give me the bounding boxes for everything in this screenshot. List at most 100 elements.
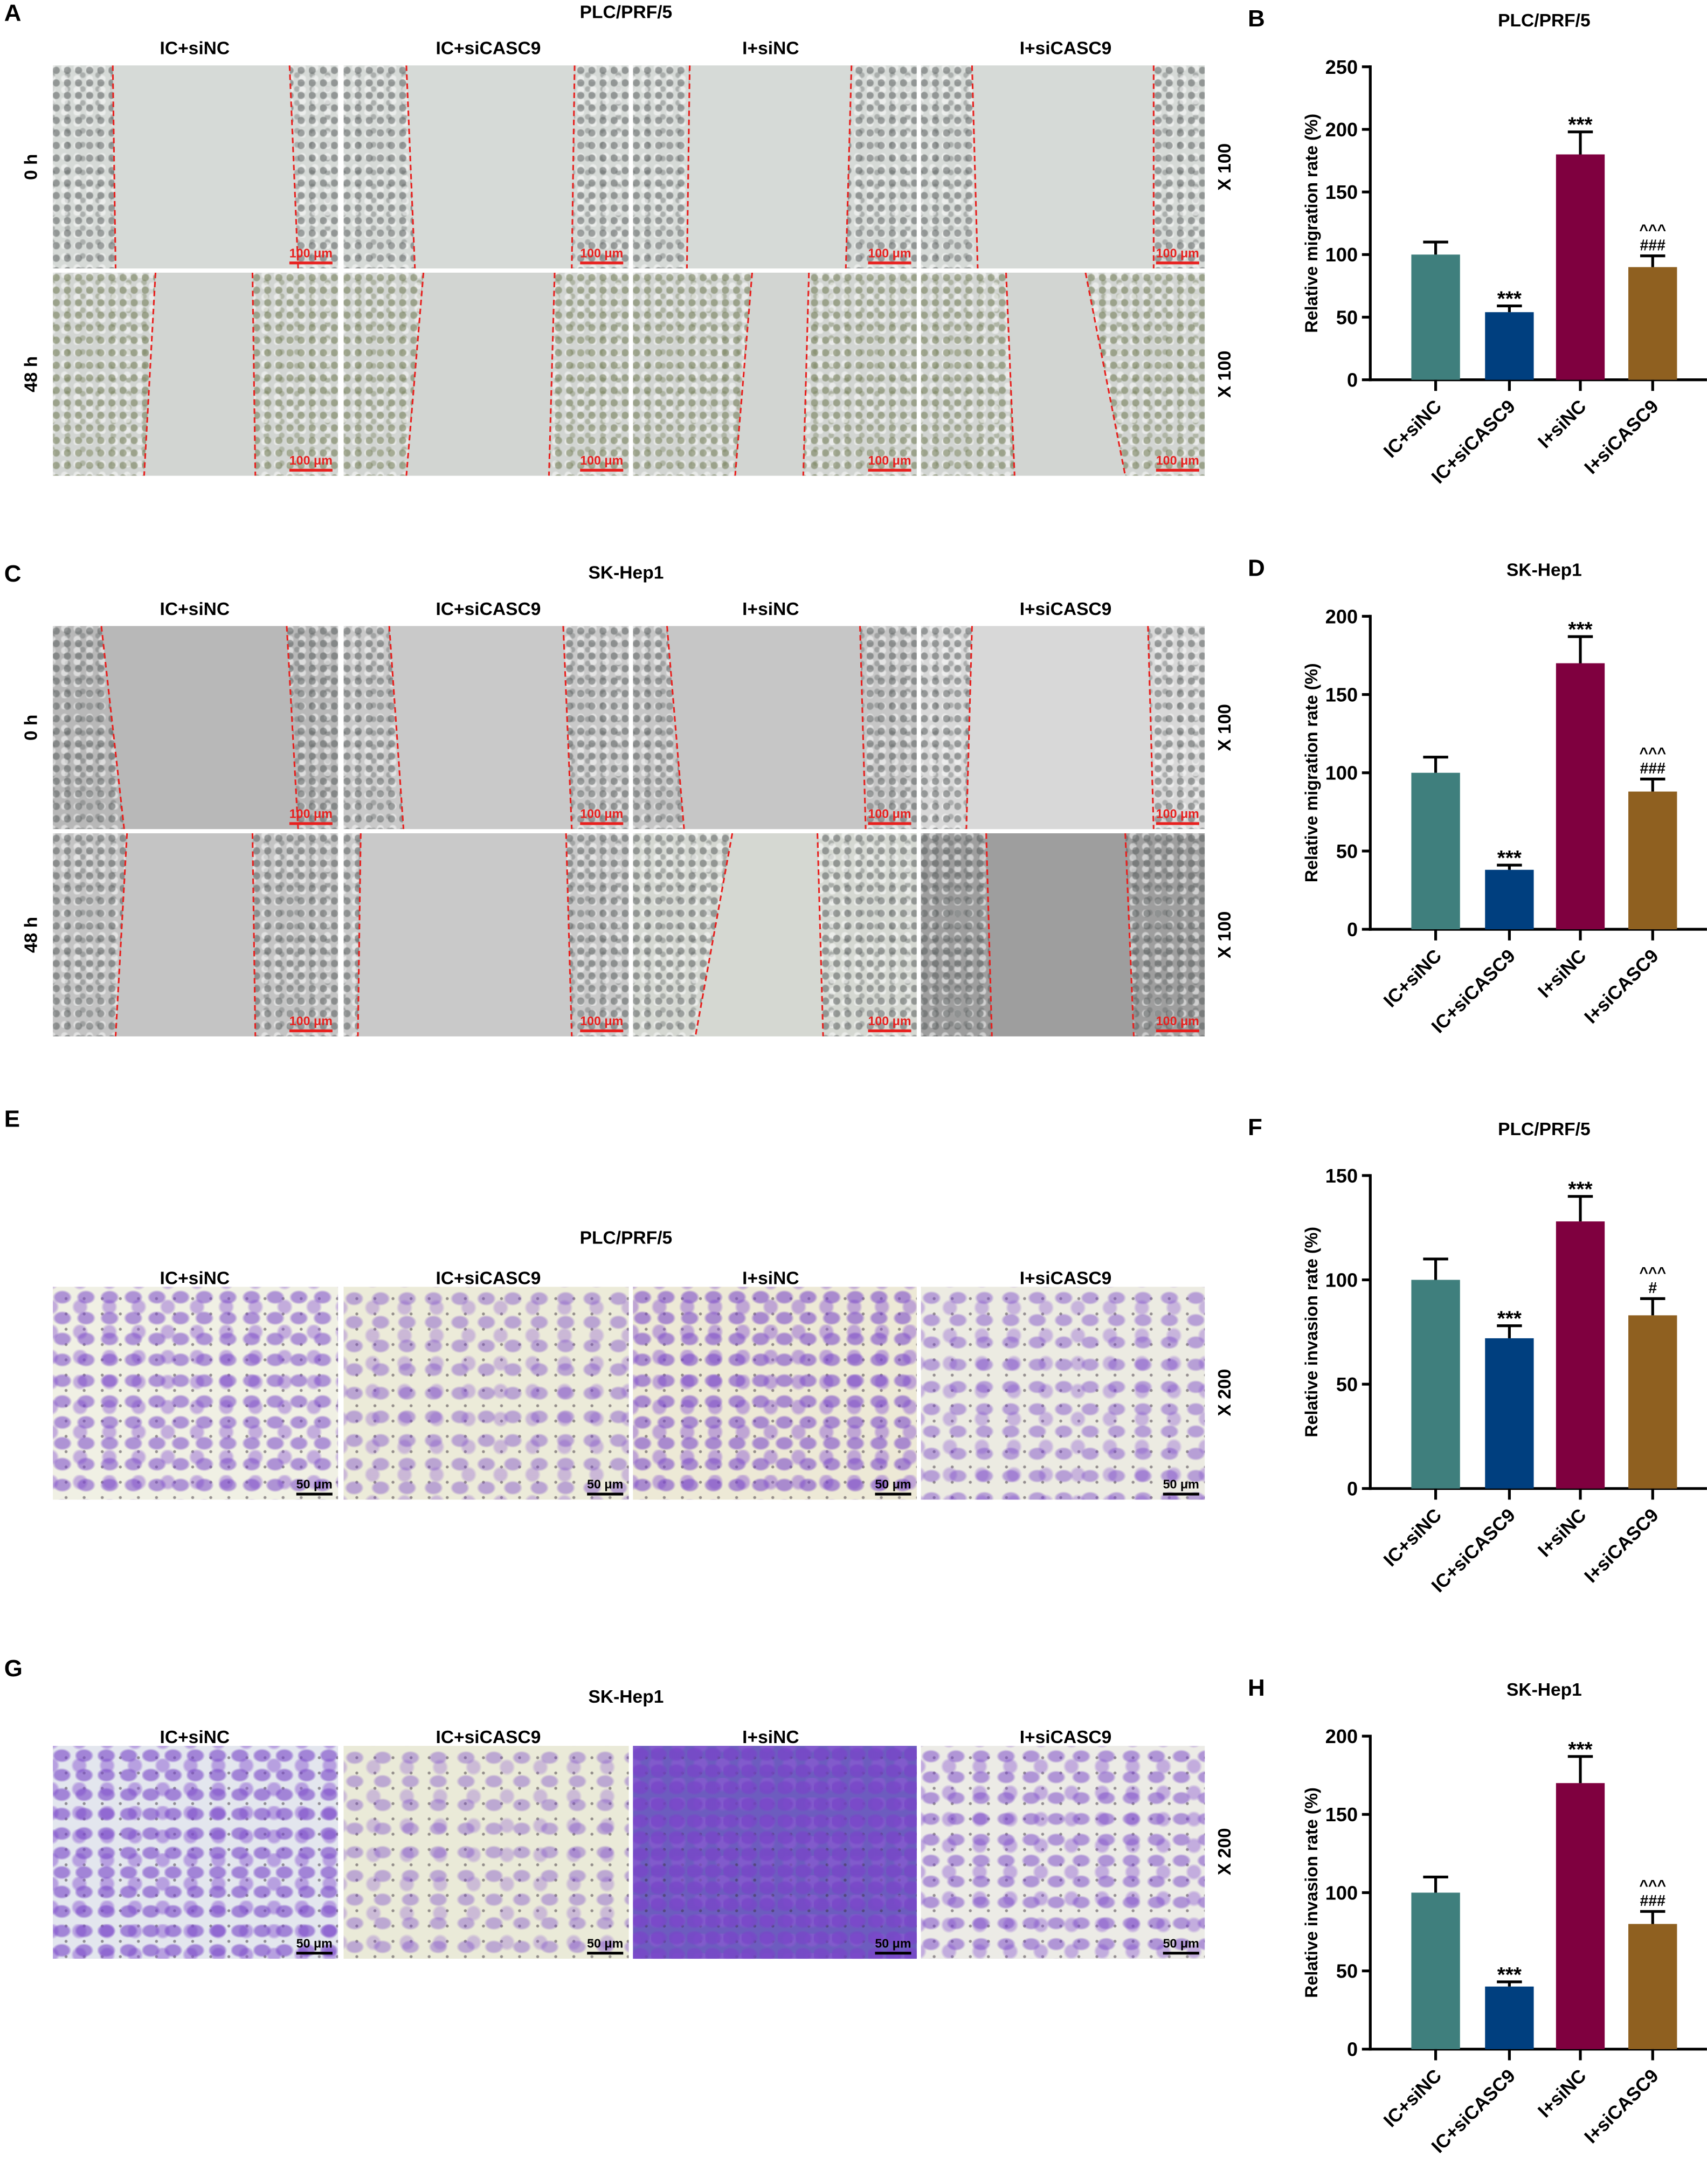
transwell-invasion-image: 50 μm <box>921 1746 1205 1959</box>
scale-bar-line <box>868 261 911 265</box>
cell-layer <box>1125 833 1205 1036</box>
wound-healing-image: 100 μm <box>343 833 629 1036</box>
wound-edge-lines <box>1005 272 1127 476</box>
column-label: IC+siNC <box>160 598 230 619</box>
scale-bar-line <box>289 822 333 825</box>
scale-bar: 50 μm <box>296 1937 333 1955</box>
column-label: IC+siCASC9 <box>436 37 541 59</box>
panel-title: SK-Hep1 <box>588 562 664 583</box>
column-label: IC+siNC <box>160 37 230 59</box>
scale-bar-line <box>868 822 911 825</box>
wound-edge-lines <box>666 626 867 830</box>
row-label: 0 h <box>20 154 42 180</box>
transwell-invasion-image: 50 μm <box>343 1287 629 1500</box>
scale-bar-line <box>868 468 911 472</box>
significance-annotation: *** <box>1568 618 1593 641</box>
transwell-invasion-image: 50 μm <box>53 1746 338 1959</box>
significance-annotation: *** <box>1497 288 1522 311</box>
x-tick-label: I+siCASC9 <box>1580 1504 1663 1587</box>
x-tick-label: I+siCASC9 <box>1580 945 1663 1028</box>
y-axis-label: Relative migration rate (%) <box>1302 114 1321 333</box>
cell-layer <box>53 833 127 1036</box>
transwell-invasion-image: 50 μm <box>53 1287 338 1500</box>
y-tick-label: 50 <box>1336 1373 1358 1395</box>
wound-edge <box>845 65 853 269</box>
significance-annotation: ^^^ <box>1639 222 1666 239</box>
significance-annotation: *** <box>1497 847 1522 870</box>
wound-edge <box>965 626 973 830</box>
bar-chart-B: B PLC/PRF/5 Relative migration rate (%) 0 50… <box>1248 5 1707 488</box>
wound-edge <box>548 272 556 476</box>
scale-bar-line <box>1163 1492 1199 1496</box>
scale-bar-line <box>875 1492 911 1496</box>
scale-bar-label: 100 μm <box>289 453 333 468</box>
y-tick-label: 250 <box>1325 56 1358 78</box>
wound-healing-image: 100 μm <box>53 272 338 476</box>
wound-edge-lines <box>734 272 810 476</box>
scale-bar: 100 μm <box>289 453 333 472</box>
scale-bar: 50 μm <box>1163 1477 1199 1496</box>
y-tick-label: 150 <box>1325 1165 1358 1187</box>
scale-bar-line <box>1156 1029 1199 1033</box>
scale-bar-line <box>875 1952 911 1955</box>
wound-healing-image: 100 μm <box>53 65 338 269</box>
y-tick-label: 100 <box>1325 1882 1358 1904</box>
x-tick-label: I+siCASC9 <box>1580 2065 1663 2148</box>
cell-layer <box>860 626 917 830</box>
wound-edge <box>357 833 362 1036</box>
scale-bar: 100 μm <box>868 807 911 825</box>
cell-layer <box>252 272 338 476</box>
magnification-label: X 100 <box>1213 911 1235 959</box>
scale-bar: 100 μm <box>289 1014 333 1033</box>
x-tick-label: I+siNC <box>1534 2065 1591 2122</box>
chart-title: PLC/PRF/5 <box>1498 1119 1590 1139</box>
cell-layer <box>921 626 972 830</box>
scale-bar-line <box>868 1029 911 1033</box>
wound-edge-lines <box>100 626 299 830</box>
significance-annotation: *** <box>1497 1964 1522 1987</box>
wound-edge <box>686 65 691 269</box>
row-label: 48 h <box>20 356 42 392</box>
wound-edge-lines <box>405 65 576 269</box>
scale-bar-label: 50 μm <box>296 1936 333 1951</box>
bar <box>1485 312 1534 380</box>
wound-edge-lines <box>694 833 824 1036</box>
wound-edge <box>1124 833 1135 1036</box>
y-axis-label: Relative invasion rate (%) <box>1302 1787 1321 1998</box>
significance-annotation: # <box>1648 1280 1657 1297</box>
scale-bar-label: 100 μm <box>868 453 911 468</box>
bar <box>1485 1338 1534 1489</box>
scale-bar-label: 100 μm <box>868 806 911 821</box>
cell-layer <box>921 272 1015 476</box>
scale-bar-label: 100 μm <box>580 806 624 821</box>
scale-bar-line <box>587 1952 624 1955</box>
panel-title: SK-Hep1 <box>588 1686 664 1707</box>
cell-layer <box>549 272 629 476</box>
row-label: 0 h <box>20 714 42 741</box>
transwell-invasion-image: 50 μm <box>633 1287 917 1500</box>
wound-healing-image: 100 μm <box>343 65 629 269</box>
wound-edge-lines <box>686 65 853 269</box>
magnification-label: X 100 <box>1213 704 1235 751</box>
scale-bar-label: 100 μm <box>580 1014 624 1028</box>
scale-bar: 50 μm <box>875 1937 911 1955</box>
y-tick-label: 0 <box>1347 1478 1358 1500</box>
wound-healing-image: 100 μm <box>53 626 338 830</box>
x-tick-label: I+siNC <box>1534 945 1591 1002</box>
wound-edge <box>1084 272 1127 476</box>
scale-bar-line <box>580 468 624 472</box>
x-tick-label: IC+siNC <box>1379 2065 1446 2132</box>
wound-healing-image: 100 μm <box>343 626 629 830</box>
row-label: 48 h <box>20 916 42 953</box>
cell-layer <box>921 833 992 1036</box>
cell-layer <box>1153 65 1205 269</box>
wound-edge <box>694 833 734 1036</box>
significance-annotation: ### <box>1640 760 1666 777</box>
wound-edge <box>562 626 573 830</box>
scale-bar: 100 μm <box>580 1014 624 1033</box>
wound-edge-lines <box>405 272 556 476</box>
bar-chart-F: F PLC/PRF/5 Relative invasion rate (%) 0 50 1… <box>1248 1114 1707 1596</box>
wound-healing-image: 100 μm <box>633 65 917 269</box>
y-tick-label: 50 <box>1336 306 1358 328</box>
x-tick-label: IC+siNC <box>1379 1504 1446 1571</box>
